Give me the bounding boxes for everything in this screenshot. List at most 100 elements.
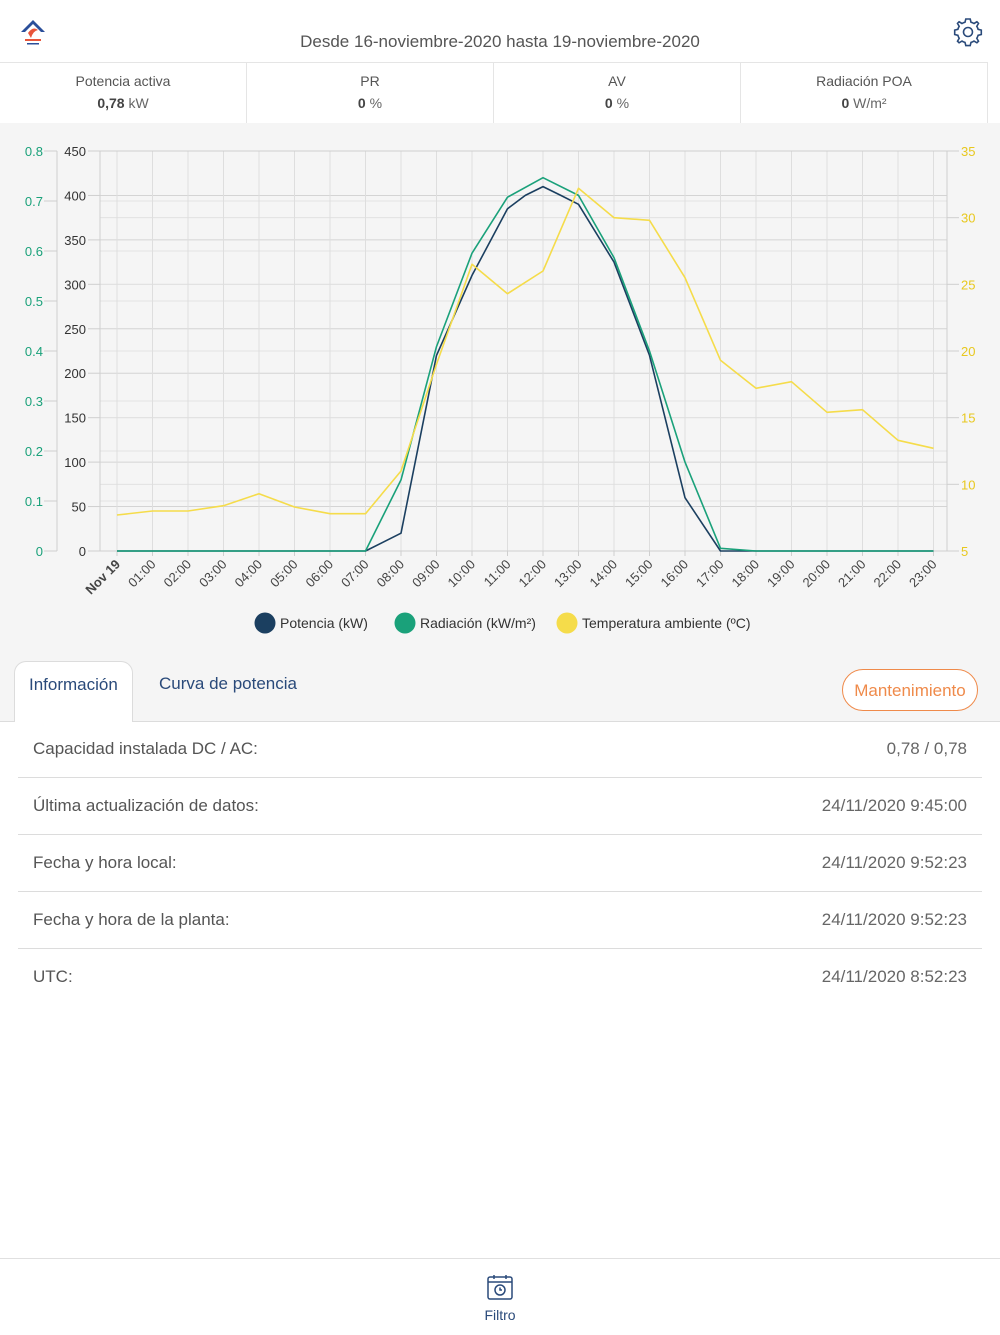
- legend-swatch: [394, 612, 416, 634]
- info-value: 0,78 / 0,78: [886, 739, 967, 758]
- x-tick-label: 03:00: [196, 557, 230, 591]
- y-inner-tick-label: 350: [64, 233, 86, 248]
- y-inner-tick-label: 300: [64, 277, 86, 292]
- y-outer-tick-label: 0.2: [25, 444, 43, 459]
- kpi-value: 0 W/m²: [841, 95, 887, 111]
- x-tick-label: 01:00: [125, 557, 159, 591]
- x-tick-label: 02:00: [161, 557, 195, 591]
- y-right-tick-label: 20: [961, 344, 975, 359]
- tab-information[interactable]: Información: [14, 661, 133, 722]
- kpi-row: Potencia activa 0,78 kW PR 0 % AV 0 % Ra…: [0, 62, 988, 124]
- info-value: 24/11/2020 8:52:23: [821, 967, 967, 986]
- kpi-label: PR: [360, 73, 380, 89]
- x-tick-label: 14:00: [587, 557, 621, 591]
- kpi-label: Potencia activa: [75, 73, 171, 89]
- info-row-capacity: Capacidad instalada DC / AC: 0,78 / 0,78: [18, 721, 982, 778]
- x-tick-label: 04:00: [232, 557, 266, 591]
- info-value: 24/11/2020 9:52:23: [821, 910, 967, 929]
- x-tick-label: 07:00: [338, 557, 372, 591]
- x-tick-label: 12:00: [516, 557, 550, 591]
- series-line: [116, 187, 934, 516]
- y-outer-tick-label: 0.1: [25, 494, 43, 509]
- y-outer-tick-label: 0: [36, 544, 43, 559]
- info-label: Última actualización de datos:: [33, 796, 259, 815]
- x-tick-label: Nov 19: [82, 557, 123, 598]
- y-inner-tick-label: 150: [64, 411, 86, 426]
- tab-bar: Información Curva de potencia Mantenimie…: [0, 653, 1000, 722]
- legend-swatch: [254, 612, 276, 634]
- x-tick-label: 17:00: [693, 557, 727, 591]
- info-label: Capacidad instalada DC / AC:: [33, 739, 258, 758]
- y-right-tick-label: 35: [961, 144, 975, 159]
- x-tick-label: 16:00: [658, 557, 692, 591]
- y-right-tick-label: 15: [961, 411, 975, 426]
- info-row-local-time: Fecha y hora local: 24/11/2020 9:52:23: [18, 835, 982, 892]
- y-inner-tick-label: 100: [64, 455, 86, 470]
- kpi-label: AV: [608, 73, 626, 89]
- y-right-tick-label: 30: [961, 211, 975, 226]
- x-tick-label: 15:00: [622, 557, 656, 591]
- calendar-clock-icon: [487, 1275, 513, 1300]
- info-label: UTC:: [33, 967, 73, 986]
- x-tick-label: 08:00: [374, 557, 408, 591]
- x-tick-label: 18:00: [729, 557, 763, 591]
- info-row-last-update: Última actualización de datos: 24/11/202…: [18, 778, 982, 835]
- x-tick-label: 11:00: [481, 557, 514, 590]
- legend-label: Temperatura ambiente (ºC): [582, 615, 751, 631]
- filter-label: Filtro: [484, 1307, 516, 1323]
- legend-label: Potencia (kW): [280, 615, 368, 631]
- y-right-tick-label: 10: [961, 477, 975, 492]
- app-header: Desde 16-noviembre-2020 hasta 19-noviemb…: [0, 0, 1000, 62]
- y-outer-tick-label: 0.4: [25, 344, 43, 359]
- info-value: 24/11/2020 9:52:23: [821, 853, 967, 872]
- tab-power-curve[interactable]: Curva de potencia: [159, 674, 297, 693]
- legend-swatch: [556, 612, 578, 634]
- power-chart: 0 0.1 0.2 0.3 0.4 0.5 0.6 0.7 0.8 0 50 100 150 200 250…: [0, 123, 1000, 653]
- kpi-value: 0,78 kW: [97, 95, 149, 111]
- chart-svg: 0 0.1 0.2 0.3 0.4 0.5 0.6 0.7 0.8 0 50 100 150 200 250…: [25, 144, 975, 634]
- y-inner-tick-label: 400: [64, 188, 86, 203]
- plant-logo-icon: [21, 20, 45, 45]
- kpi-value: 0 %: [357, 95, 383, 111]
- y-inner-tick-label: 50: [72, 500, 86, 515]
- info-value: 24/11/2020 9:45:00: [821, 796, 967, 815]
- x-tick-label: 10:00: [445, 557, 479, 591]
- x-tick-label: 21:00: [835, 557, 869, 591]
- x-tick-label: 06:00: [303, 557, 337, 591]
- kpi-active-power: Potencia activa 0,78 kW: [0, 63, 247, 123]
- x-tick-label: 09:00: [409, 557, 443, 591]
- y-outer-tick-label: 0.3: [25, 394, 43, 409]
- maintenance-button[interactable]: Mantenimiento: [842, 669, 978, 711]
- kpi-label: Radiación POA: [816, 73, 912, 89]
- kpi-value: 0 %: [604, 95, 630, 111]
- x-tick-label: 19:00: [764, 557, 798, 591]
- x-tick-label: 23:00: [906, 557, 940, 591]
- bottom-bar: Filtro: [0, 1258, 1000, 1335]
- x-tick-label: 05:00: [267, 557, 301, 591]
- x-tick-label: 20:00: [800, 557, 834, 591]
- x-tick-label: 22:00: [871, 557, 905, 591]
- y-inner-tick-label: 200: [64, 366, 86, 381]
- kpi-poa-radiation: Radiación POA 0 W/m²: [741, 63, 988, 123]
- legend-label: Radiación (kW/m²): [420, 615, 536, 631]
- kpi-av: AV 0 %: [494, 63, 741, 123]
- info-label: Fecha y hora local:: [33, 853, 177, 872]
- y-outer-tick-label: 0.7: [25, 194, 43, 209]
- kpi-pr: PR 0 %: [247, 63, 494, 123]
- y-outer-tick-label: 0.6: [25, 244, 43, 259]
- info-label: Fecha y hora de la planta:: [33, 910, 230, 929]
- filter-button[interactable]: Filtro: [470, 1273, 530, 1323]
- info-row-utc: UTC: 24/11/2020 8:52:23: [18, 949, 982, 1005]
- info-list: Capacidad instalada DC / AC: 0,78 / 0,78…: [18, 721, 982, 1005]
- date-range-title: Desde 16-noviembre-2020 hasta 19-noviemb…: [300, 32, 700, 51]
- y-right-tick-label: 5: [961, 544, 968, 559]
- y-outer-tick-label: 0.8: [25, 144, 43, 159]
- series-line: [117, 176, 934, 552]
- x-tick-label: 13:00: [551, 557, 585, 591]
- y-inner-tick-label: 0: [79, 544, 86, 559]
- y-inner-tick-label: 250: [64, 322, 86, 337]
- y-inner-tick-label: 450: [64, 144, 86, 159]
- info-row-plant-time: Fecha y hora de la planta: 24/11/2020 9:…: [18, 892, 982, 949]
- gear-icon[interactable]: [952, 16, 984, 48]
- y-outer-tick-label: 0.5: [25, 294, 43, 309]
